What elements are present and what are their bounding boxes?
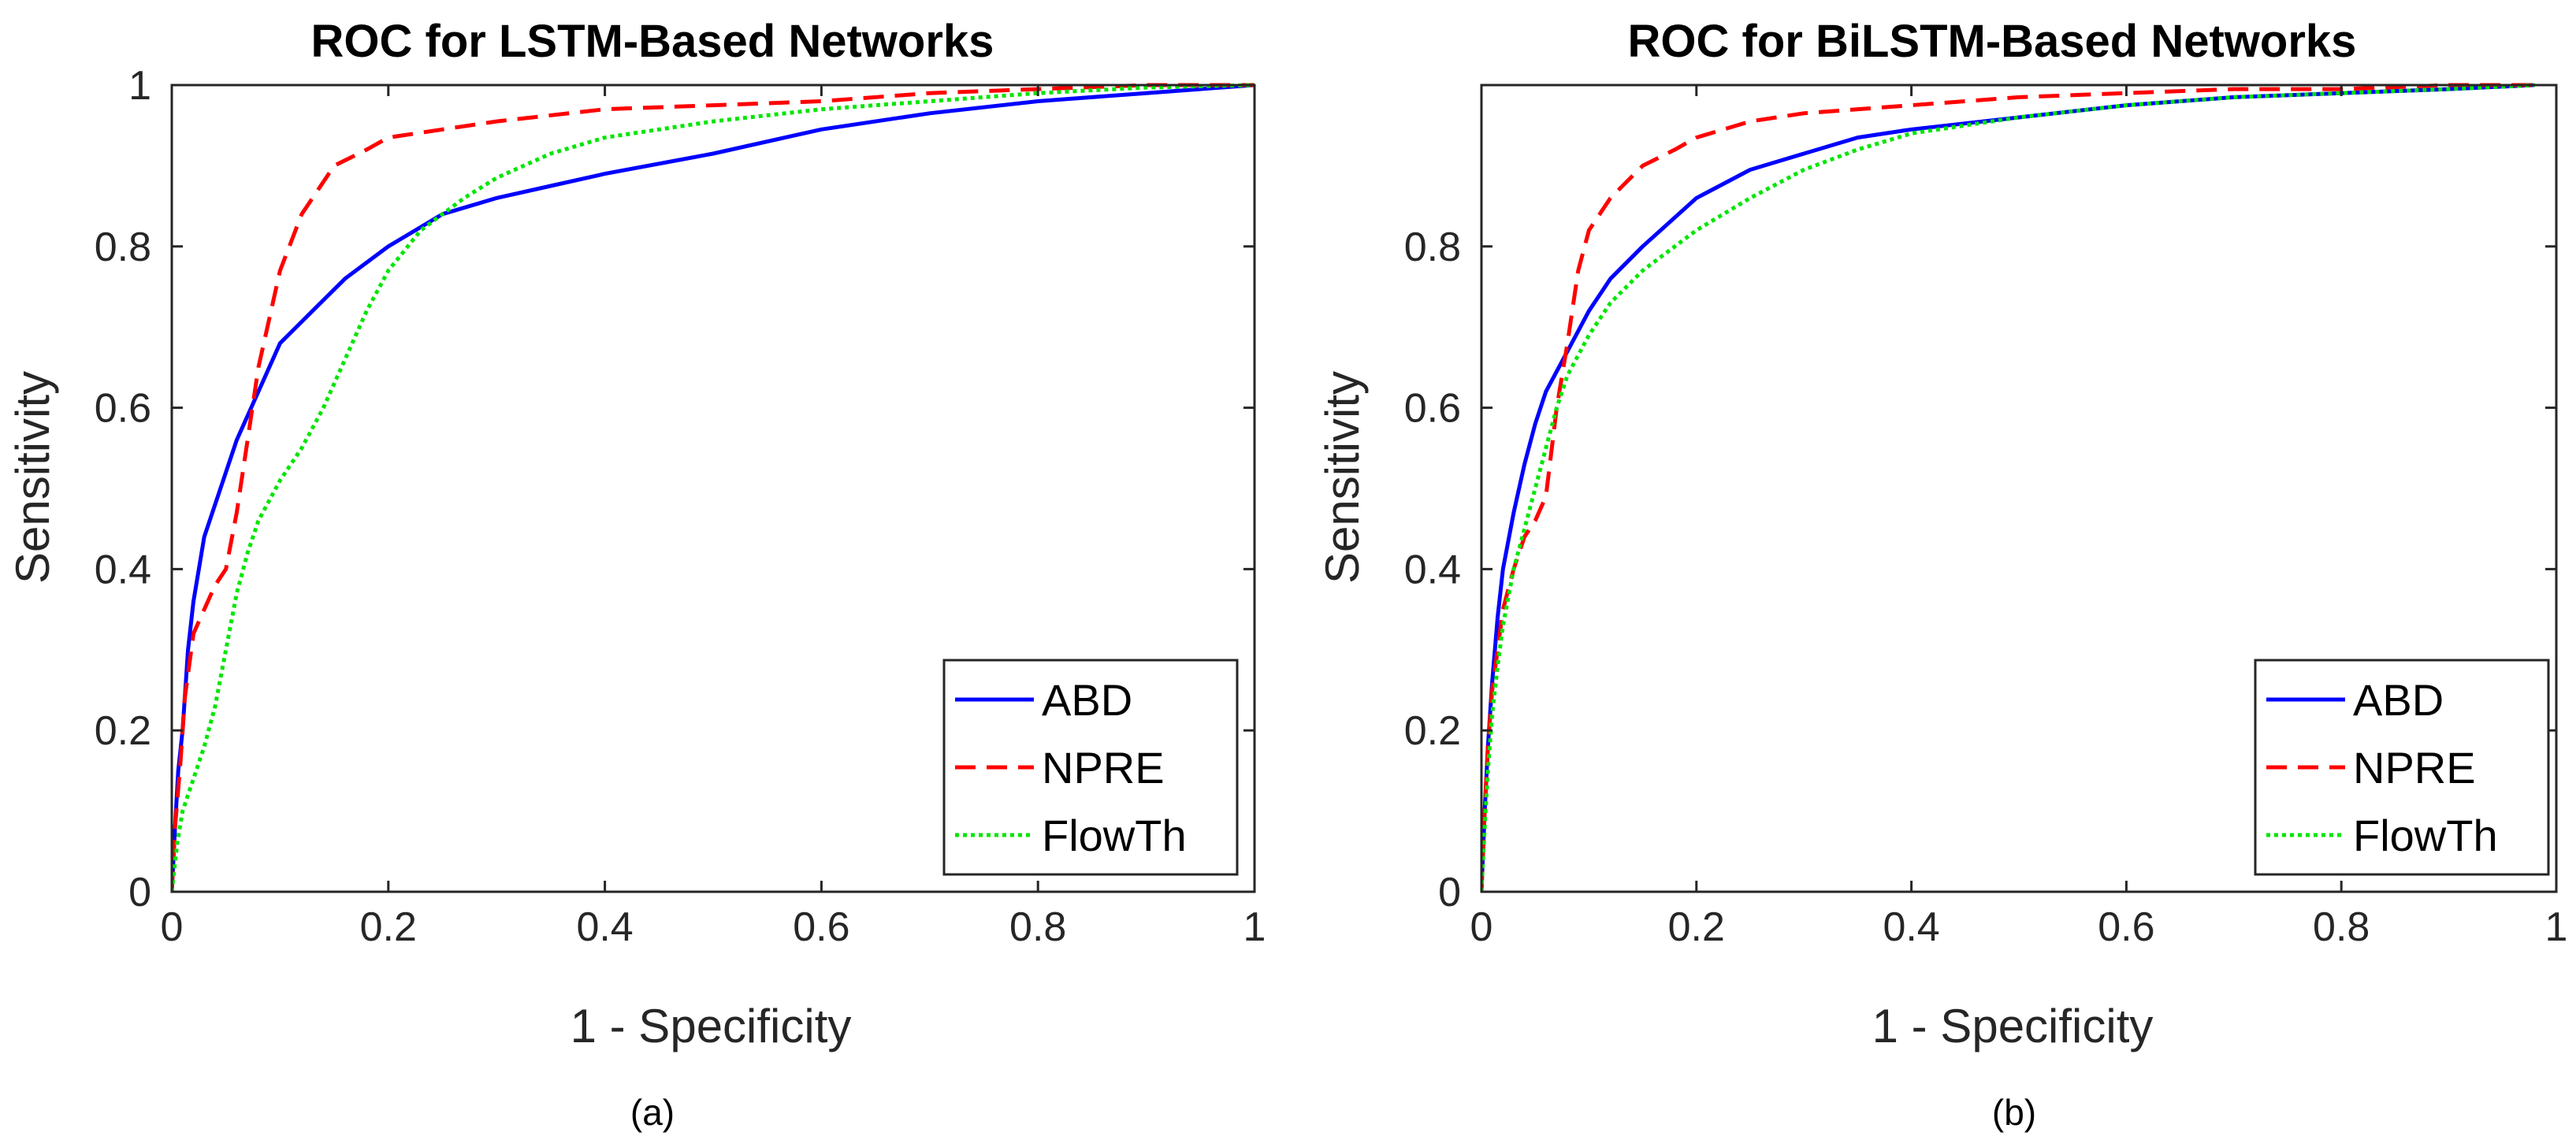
x-tick-label: 0.8 xyxy=(1009,904,1066,950)
y-axis-label: Sensitivity xyxy=(6,371,59,584)
panel-caption: (a) xyxy=(630,1092,675,1133)
legend-label-flowth: FlowTh xyxy=(2353,811,2498,860)
x-tick-label: 0.6 xyxy=(793,904,849,950)
chart-title: ROC for LSTM-Based Networks xyxy=(311,16,994,67)
series-line-npre xyxy=(1481,83,2535,892)
axes-box xyxy=(170,84,1256,893)
legend-label-npre: NPRE xyxy=(2353,743,2476,793)
roc-panel-b: ROC for BiLSTM-Based Networks 0 0.2 0.4 0.6… xyxy=(1316,16,2567,1133)
legend-label-abd: ABD xyxy=(1042,675,1132,725)
x-tick-label: 0.4 xyxy=(1883,904,1939,950)
x-tick-label: 0 xyxy=(161,904,184,950)
y-tick-label: 0.6 xyxy=(1404,386,1461,432)
x-tick-label: 0.4 xyxy=(576,904,633,950)
y-tick-label: 0.4 xyxy=(1404,547,1461,592)
x-axis-label: 1 - Specificity xyxy=(571,1000,852,1052)
series-line-npre xyxy=(172,83,1255,892)
roc-panel-a: ROC for LSTM-Based Networks 0 0.2 0.4 0.6 0.… xyxy=(6,16,1266,1133)
y-tick-label: 0.8 xyxy=(1404,225,1461,270)
series-line-flowth xyxy=(172,83,1255,892)
y-tick-label: 0.2 xyxy=(95,708,151,754)
y-tick-label: 1 xyxy=(128,63,151,109)
x-tick-label: 0.2 xyxy=(360,904,417,950)
x-tick-label: 0.8 xyxy=(2313,904,2370,950)
x-tick-label: 1 xyxy=(2545,904,2568,950)
y-tick-label: 0 xyxy=(1438,870,1461,915)
y-tick-label: 0.8 xyxy=(95,225,151,270)
y-tick-label: 0.2 xyxy=(1404,708,1461,754)
plot-area: 0 0.2 0.4 0.6 0.8 1 0 0.2 0.4 0.6 0.8 ABD NPRE FlowTh xyxy=(1404,83,2568,950)
y-tick-label: 0.4 xyxy=(95,547,151,592)
legend: ABD NPRE FlowTh xyxy=(942,659,1239,876)
chart-title: ROC for BiLSTM-Based Networks xyxy=(1628,16,2357,67)
x-tick-label: 0.6 xyxy=(2098,904,2154,950)
legend-label-abd: ABD xyxy=(2353,675,2444,725)
panel-caption: (b) xyxy=(1992,1092,2036,1133)
y-axis-label: Sensitivity xyxy=(1316,371,1369,584)
legend-label-npre: NPRE xyxy=(1042,743,1165,793)
series-line-flowth xyxy=(1481,83,2535,892)
y-tick-label: 0 xyxy=(128,870,151,915)
x-tick-label: 0.2 xyxy=(1668,904,1725,950)
y-tick-label: 0.6 xyxy=(95,386,151,432)
x-tick-label: 0 xyxy=(1470,904,1493,950)
axes-box xyxy=(1480,84,2558,893)
legend-label-flowth: FlowTh xyxy=(1042,811,1187,860)
series-line-abd xyxy=(172,83,1255,892)
legend: ABD NPRE FlowTh xyxy=(2254,659,2550,876)
plot-area: 0 0.2 0.4 0.6 0.8 1 0 0.2 0.4 0.6 0.8 1 ABD NPRE FlowT… xyxy=(95,63,1266,950)
x-tick-label: 1 xyxy=(1243,904,1266,950)
x-axis-label: 1 - Specificity xyxy=(1872,1000,2154,1052)
